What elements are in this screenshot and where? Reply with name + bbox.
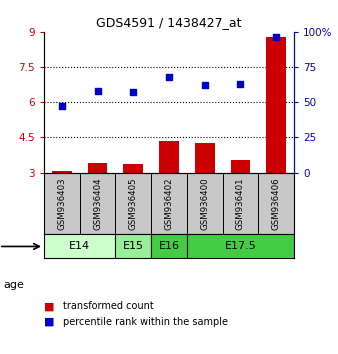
Text: transformed count: transformed count [63,301,153,311]
Point [273,35,279,40]
Bar [187,234,294,258]
Point [202,82,208,88]
Bar [231,160,250,173]
Text: E14: E14 [69,241,90,251]
Bar [159,141,179,173]
Point [59,104,65,109]
Point [166,74,172,80]
Text: GSM936405: GSM936405 [129,177,138,230]
Text: GSM936400: GSM936400 [200,177,209,230]
Bar [52,171,72,173]
Text: GSM936404: GSM936404 [93,177,102,230]
Bar [115,234,151,258]
Bar [44,234,115,258]
Text: E16: E16 [159,241,179,251]
Text: GSM936401: GSM936401 [236,177,245,230]
Point [130,90,136,95]
Text: E17.5: E17.5 [224,241,256,251]
Point [95,88,100,94]
Title: GDS4591 / 1438427_at: GDS4591 / 1438427_at [96,16,242,29]
Bar [151,234,187,258]
Bar [88,163,107,173]
Text: E15: E15 [123,241,144,251]
Text: percentile rank within the sample: percentile rank within the sample [63,317,227,327]
Text: age: age [3,280,24,290]
Text: GSM936402: GSM936402 [165,177,173,230]
Bar [266,36,286,173]
Bar [123,164,143,173]
Text: GSM936403: GSM936403 [57,177,66,230]
Point [238,81,243,87]
Text: ■: ■ [44,301,54,311]
Text: ■: ■ [44,317,54,327]
Bar [195,143,215,173]
Text: GSM936406: GSM936406 [272,177,281,230]
